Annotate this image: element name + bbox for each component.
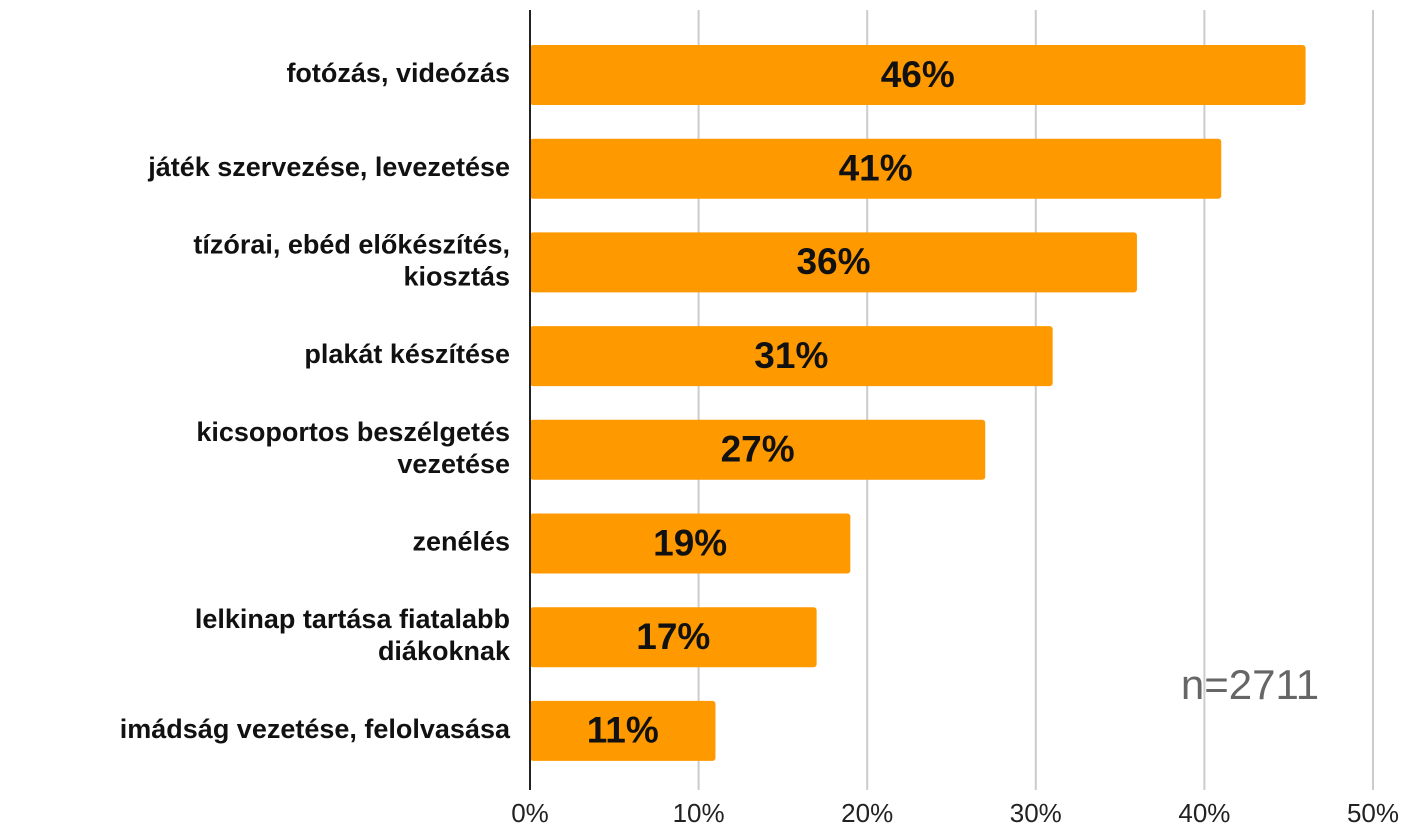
bar [530, 513, 851, 574]
plot: 0% 10% 20% 30% 40% 50% 46% fotózás, videózás 41%… [120, 10, 1399, 828]
x-tick-label: 40% [1178, 798, 1230, 828]
bar [530, 700, 716, 761]
x-tick-label: 50% [1347, 798, 1399, 828]
annotation: n=2711 [1181, 661, 1319, 708]
bar [530, 419, 986, 480]
bar [530, 607, 817, 668]
bar [530, 138, 1222, 199]
value-label: 11% [587, 710, 659, 751]
value-label: 46% [881, 54, 955, 95]
bar [530, 45, 1306, 105]
value-label: 19% [653, 522, 727, 563]
value-label: 27% [721, 429, 795, 470]
category-label: imádság vezetése, felolvasása [120, 714, 511, 744]
category-label: tízórai, ebéd előkészítés, kiosztás [193, 230, 510, 292]
value-label: 41% [839, 147, 913, 188]
category-label: fotózás, videózás [286, 58, 510, 88]
value-label: 31% [754, 335, 828, 376]
category-label: játék szervezése, levezetése [147, 152, 510, 182]
category-label: plakát készítése [304, 339, 510, 369]
value-label: 17% [636, 616, 710, 657]
category-label: lelkinap tartása fiatalabb diákoknak [195, 604, 511, 666]
value-label: 36% [796, 241, 870, 282]
bar [530, 326, 1053, 387]
x-tick-label: 0% [511, 798, 549, 828]
category-label: zenélés [412, 527, 510, 557]
x-tick-label: 10% [673, 798, 725, 828]
category-label: kicsoportos beszélgetés vezetése [196, 417, 510, 479]
x-tick-label: 30% [1010, 798, 1062, 828]
x-tick-label: 20% [841, 798, 893, 828]
bar [530, 232, 1137, 293]
